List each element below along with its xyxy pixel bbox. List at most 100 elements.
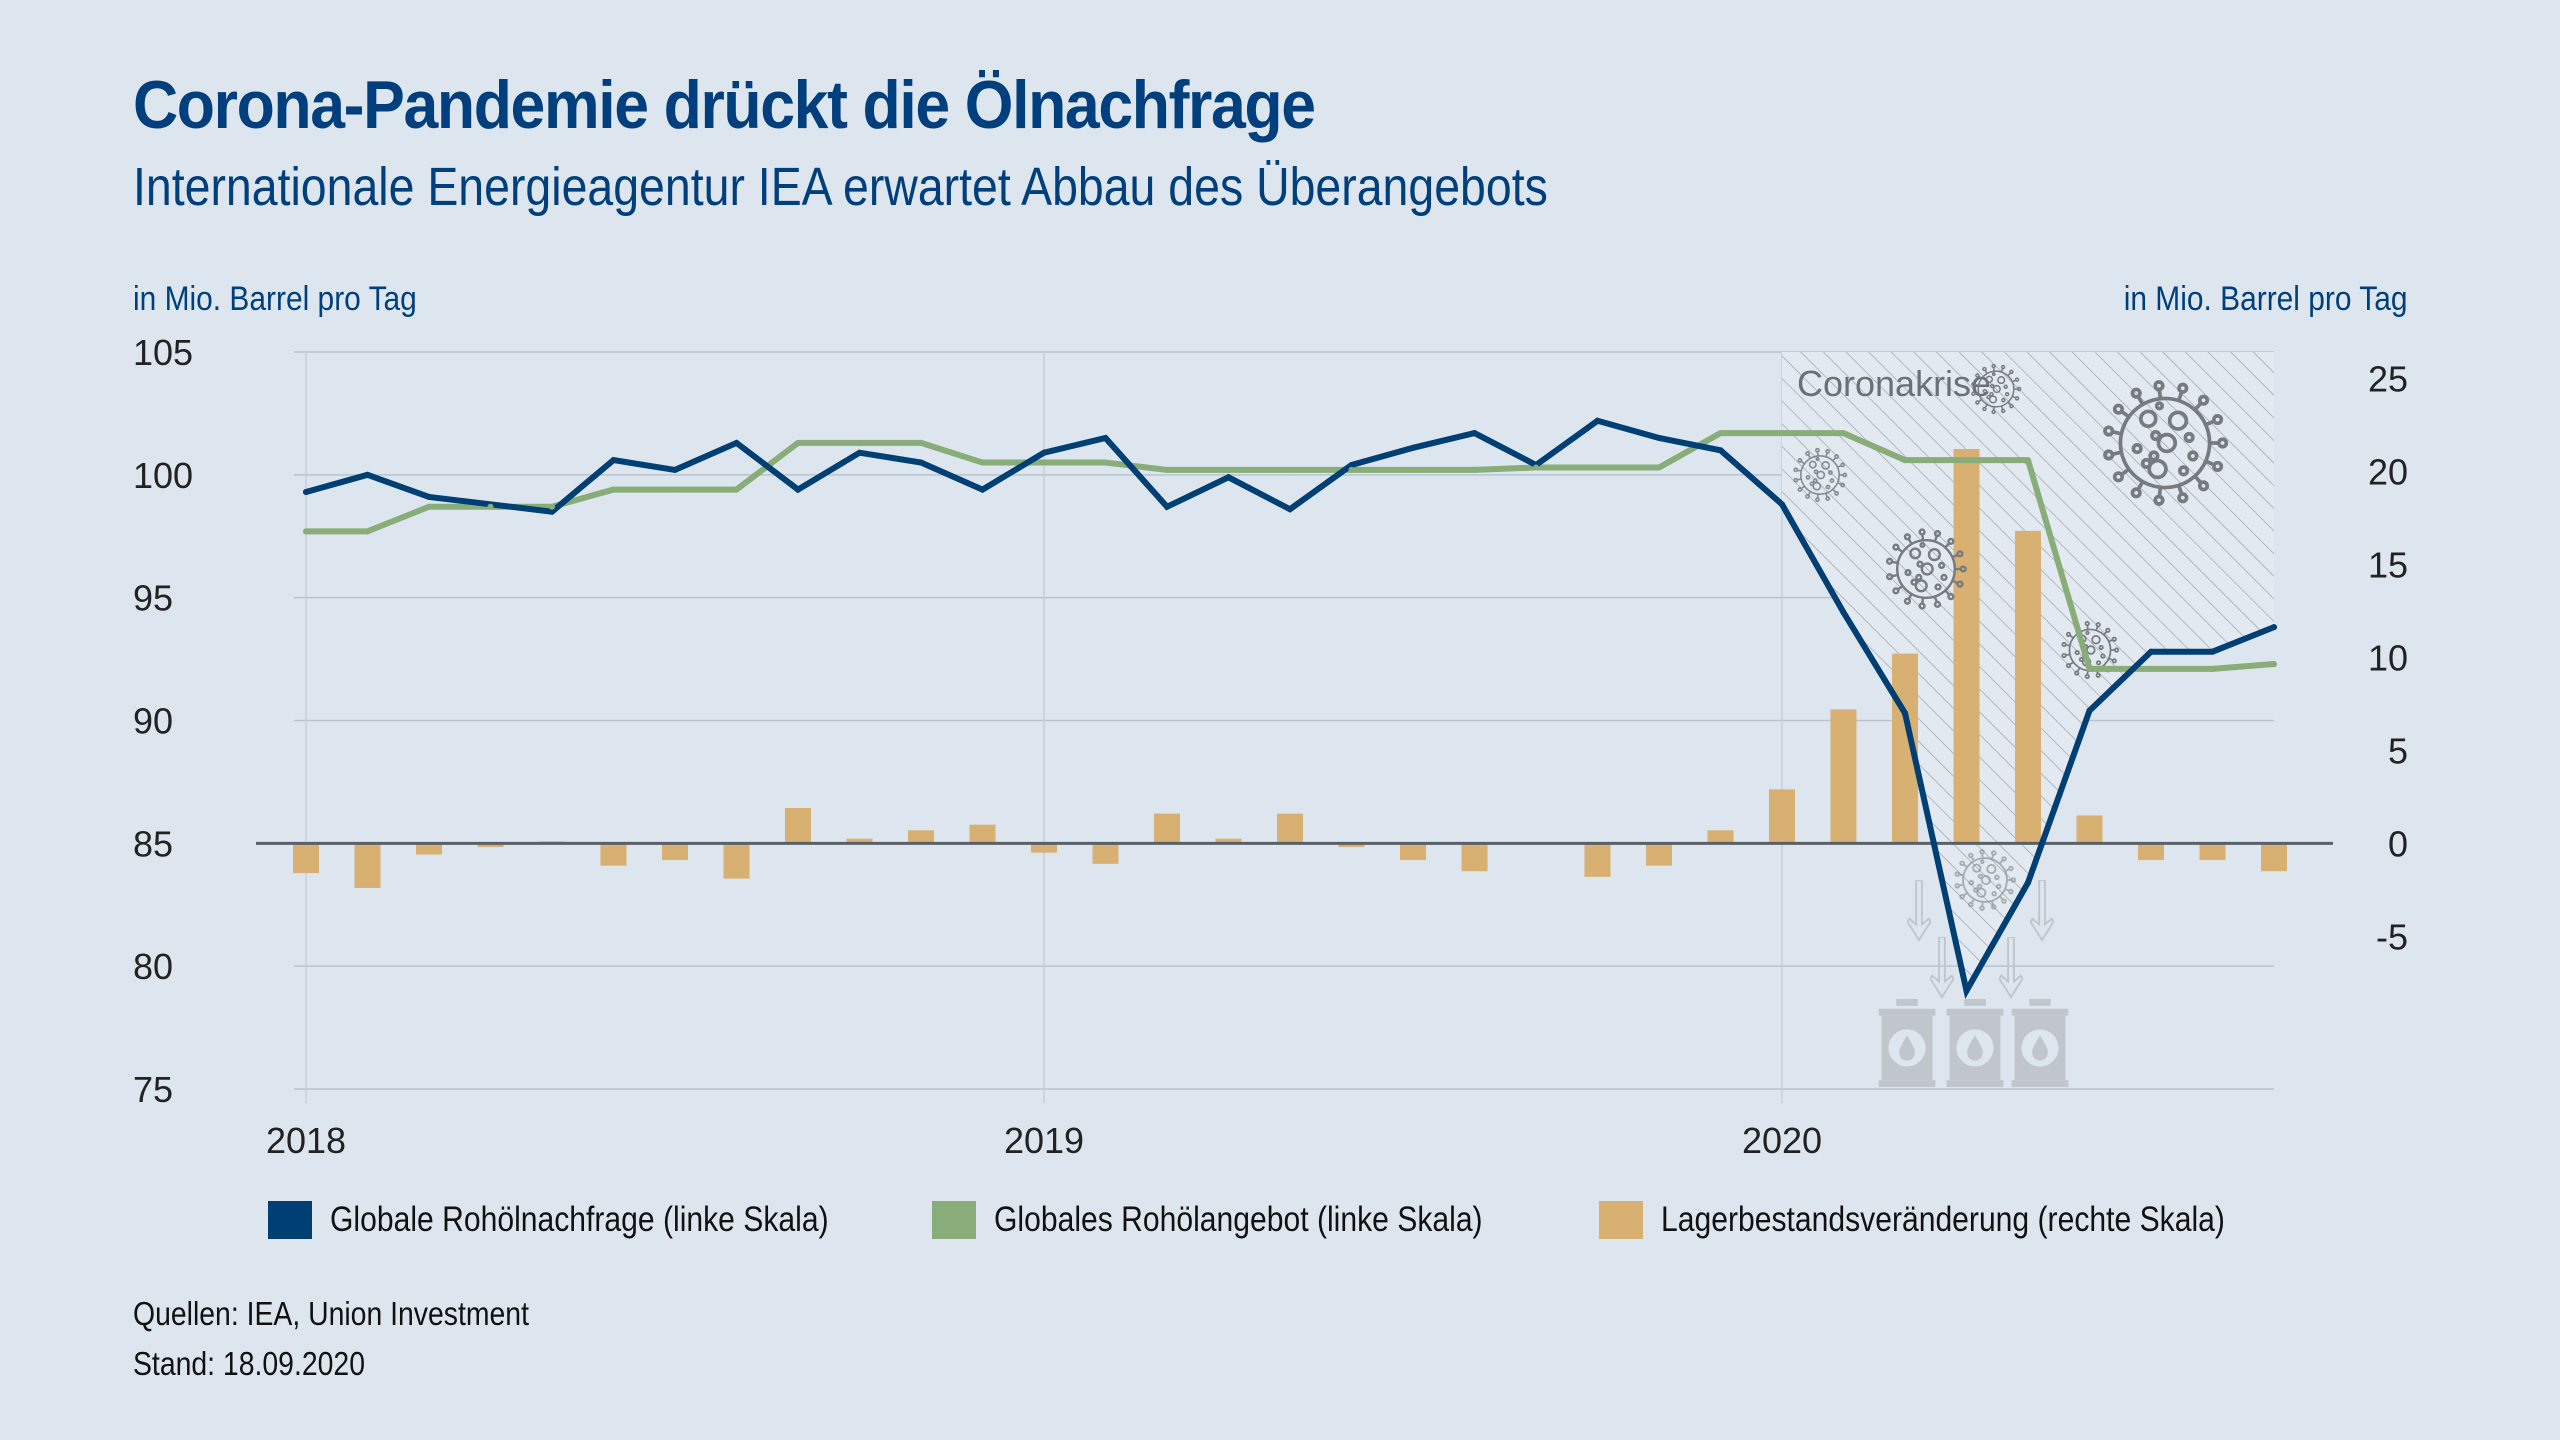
supply-point <box>610 486 617 493</box>
x-axis: 2018 2019 2020 <box>266 1120 1822 1161</box>
supply-point <box>549 503 555 510</box>
supply-point <box>2209 665 2216 672</box>
inventory-bar <box>662 843 688 861</box>
supply-point <box>1902 457 1908 464</box>
demand-point <box>918 459 924 466</box>
right-axis-unit-label: in Mio. Barrel pro Tag <box>2124 280 2408 318</box>
right-tick-label: 20 <box>2368 451 2408 492</box>
annotation-icons: Coronakrise <box>1793 363 2229 1088</box>
supply-point <box>733 486 740 493</box>
supply-point <box>918 439 924 446</box>
down-arrow-icon <box>1999 937 2023 999</box>
supply-point <box>672 486 678 493</box>
legend-label-demand: Globale Rohölnachfrage (linke Skala) <box>330 1200 829 1239</box>
right-tick-label: -5 <box>2376 916 2408 957</box>
supply-point <box>795 439 801 446</box>
inventory-bar <box>846 838 873 844</box>
demand-point <box>2148 648 2154 655</box>
inventory-bar <box>600 843 627 866</box>
demand-point <box>610 457 617 464</box>
legend-swatch-inventory <box>1599 1201 1643 1239</box>
supply-point <box>1594 464 1601 471</box>
oil-barrel-icon <box>1878 999 1936 1088</box>
demand-point <box>1656 434 1662 441</box>
inventory-bar <box>293 843 319 874</box>
left-tick-label: 90 <box>133 701 173 742</box>
demand-point <box>364 471 371 478</box>
left-tick-label: 95 <box>133 578 173 619</box>
demand-point <box>1717 447 1724 454</box>
supply-point <box>1287 466 1293 473</box>
left-axis-unit-label: in Mio. Barrel pro Tag <box>133 280 417 318</box>
inventory-bar <box>908 830 934 844</box>
inventory-bar <box>416 843 442 855</box>
demand-point <box>1594 417 1601 424</box>
chart-subtitle: Internationale Energieagentur IEA erwart… <box>133 157 1548 217</box>
supply-point <box>364 528 371 535</box>
demand-point <box>672 466 678 473</box>
demand-point <box>2025 879 2031 886</box>
legend-swatch-demand <box>268 1201 312 1239</box>
right-tick-label: 5 <box>2388 730 2408 771</box>
right-tick-label: 15 <box>2368 544 2408 585</box>
inventory-bar <box>2015 530 2041 844</box>
legend-label-inventory: Lagerbestandsveränderung (rechte Skala) <box>1661 1200 2225 1239</box>
demand-point <box>303 489 309 496</box>
demand-point <box>426 493 432 500</box>
demand-point <box>856 449 863 456</box>
supply-point <box>426 503 432 510</box>
demand-point <box>1963 987 1970 994</box>
supply-point <box>1348 466 1355 473</box>
oil-barrel-icon <box>2011 999 2069 1088</box>
x-tick-label: 2019 <box>1004 1120 1084 1161</box>
inventory-bar <box>1400 843 1426 861</box>
demand-point <box>2086 707 2093 714</box>
supply-point <box>1410 466 1416 473</box>
right-tick-label: 25 <box>2368 358 2408 399</box>
left-tick-label: 85 <box>133 823 173 864</box>
supply-point <box>1717 430 1724 437</box>
inventory-bar <box>1031 843 1057 853</box>
inventory-bar <box>1215 838 1242 844</box>
inventory-bar <box>1277 813 1303 844</box>
inventory-bar <box>2138 843 2164 861</box>
demand-point <box>1287 506 1293 513</box>
inventory-bar <box>1338 843 1365 848</box>
legend-label-supply: Globales Rohölangebot (linke Skala) <box>994 1200 1483 1239</box>
supply-point <box>1041 459 1047 466</box>
demand-point <box>2209 648 2216 655</box>
left-tick-label: 80 <box>133 946 173 987</box>
demand-point <box>795 486 801 493</box>
inventory-bar <box>1953 449 1980 844</box>
supply-point <box>1164 466 1170 473</box>
demand-point <box>549 508 555 515</box>
supply-point <box>1840 430 1847 437</box>
inventory-bar <box>1830 709 1857 844</box>
demand-point <box>1225 474 1232 481</box>
inventory-bar <box>354 843 381 888</box>
supply-point <box>2271 660 2277 667</box>
demand-point <box>733 439 740 446</box>
supply-point <box>1225 466 1232 473</box>
down-arrow-icon <box>2030 880 2054 942</box>
inventory-bar <box>969 824 996 844</box>
x-tick-label: 2018 <box>266 1120 346 1161</box>
supply-point <box>979 459 986 466</box>
inventory-bar <box>723 843 750 879</box>
supply-point <box>1779 430 1785 437</box>
inventory-bar <box>2261 843 2287 872</box>
supply-point <box>1533 464 1539 471</box>
legend-item-supply: Globales Rohölangebot (linke Skala) <box>932 1200 1562 1240</box>
left-tick-label: 105 <box>133 332 193 373</box>
left-tick-label: 75 <box>133 1069 173 1110</box>
inventory-bar <box>1461 843 1488 872</box>
supply-point <box>2148 665 2154 672</box>
supply-point <box>2025 457 2031 464</box>
inventory-bar <box>477 843 504 848</box>
legend-item-demand: Globale Rohölnachfrage (linke Skala) <box>268 1200 910 1240</box>
demand-point <box>1102 434 1109 441</box>
x-tick-label: 2020 <box>1742 1120 1822 1161</box>
inventory-bar <box>2199 843 2226 861</box>
demand-point <box>1041 449 1047 456</box>
inventory-bar <box>1092 843 1119 864</box>
